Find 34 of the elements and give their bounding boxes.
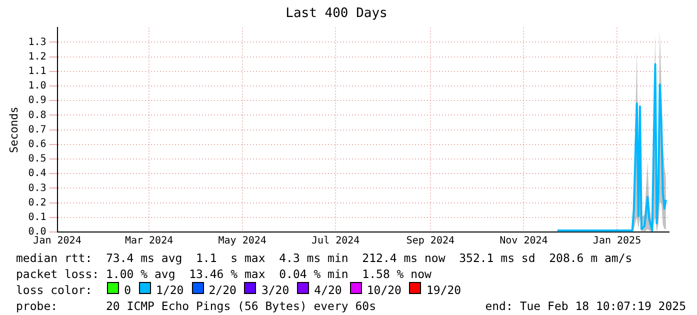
y-tick-label: 1.3: [28, 36, 46, 48]
y-tick-label: 1.1: [28, 66, 46, 77]
legend-label: 10/20: [366, 282, 402, 298]
y-tick-label: 1.0: [28, 80, 46, 92]
legend-label: 3/20: [261, 282, 290, 298]
y-axis-title: Seconds: [7, 106, 20, 153]
chart-title: Last 400 Days: [286, 6, 388, 22]
legend-label: 1/20: [156, 282, 184, 298]
text: median rtt: 73.4 ms avg 1.1 s max 4.3 ms min 212.4 ms now 352.1 ms sd 208.6 m am/s: [16, 250, 632, 266]
y-tick-label: 0.7: [28, 124, 46, 136]
legend-label: 2/20: [208, 282, 236, 298]
legend-label: 0: [124, 282, 132, 298]
y-tick-label: 0.3: [28, 182, 46, 194]
legend-label: 19/20: [426, 282, 462, 298]
text: end: Tue Feb 18 10:07:19 2025: [485, 298, 686, 314]
x-tick-label: Nov 2024: [500, 236, 548, 247]
y-tick-label: 0.2: [28, 197, 46, 208]
y-tick-label: 0.9: [28, 95, 46, 106]
x-tick-label: Sep 2024: [406, 236, 455, 247]
legend-label: 4/20: [314, 282, 342, 298]
x-tick-label: May 2024: [218, 236, 266, 247]
x-tick-label: Jan 2025: [592, 236, 642, 247]
y-tick-label: 0.8: [28, 110, 46, 121]
y-tick-label: 0.1: [28, 212, 46, 223]
text: packet loss: 1.00 % avg 13.46 % max 0.04 % min 1.58 % now: [16, 266, 432, 282]
x-tick-label: Mar 2024: [124, 236, 174, 247]
y-tick-label: 0.6: [28, 138, 46, 150]
x-tick-label: Jan 2024: [33, 236, 82, 247]
y-tick-label: 1.2: [28, 51, 46, 62]
y-tick-label: 0.4: [28, 168, 46, 180]
x-tick-label: Jul 2024: [312, 236, 360, 247]
legend-title: loss color:: [16, 282, 94, 298]
y-tick-label: 0.5: [28, 154, 46, 165]
text: probe: 20 ICMP Echo Pings (56 Bytes) every 60s: [16, 298, 376, 314]
